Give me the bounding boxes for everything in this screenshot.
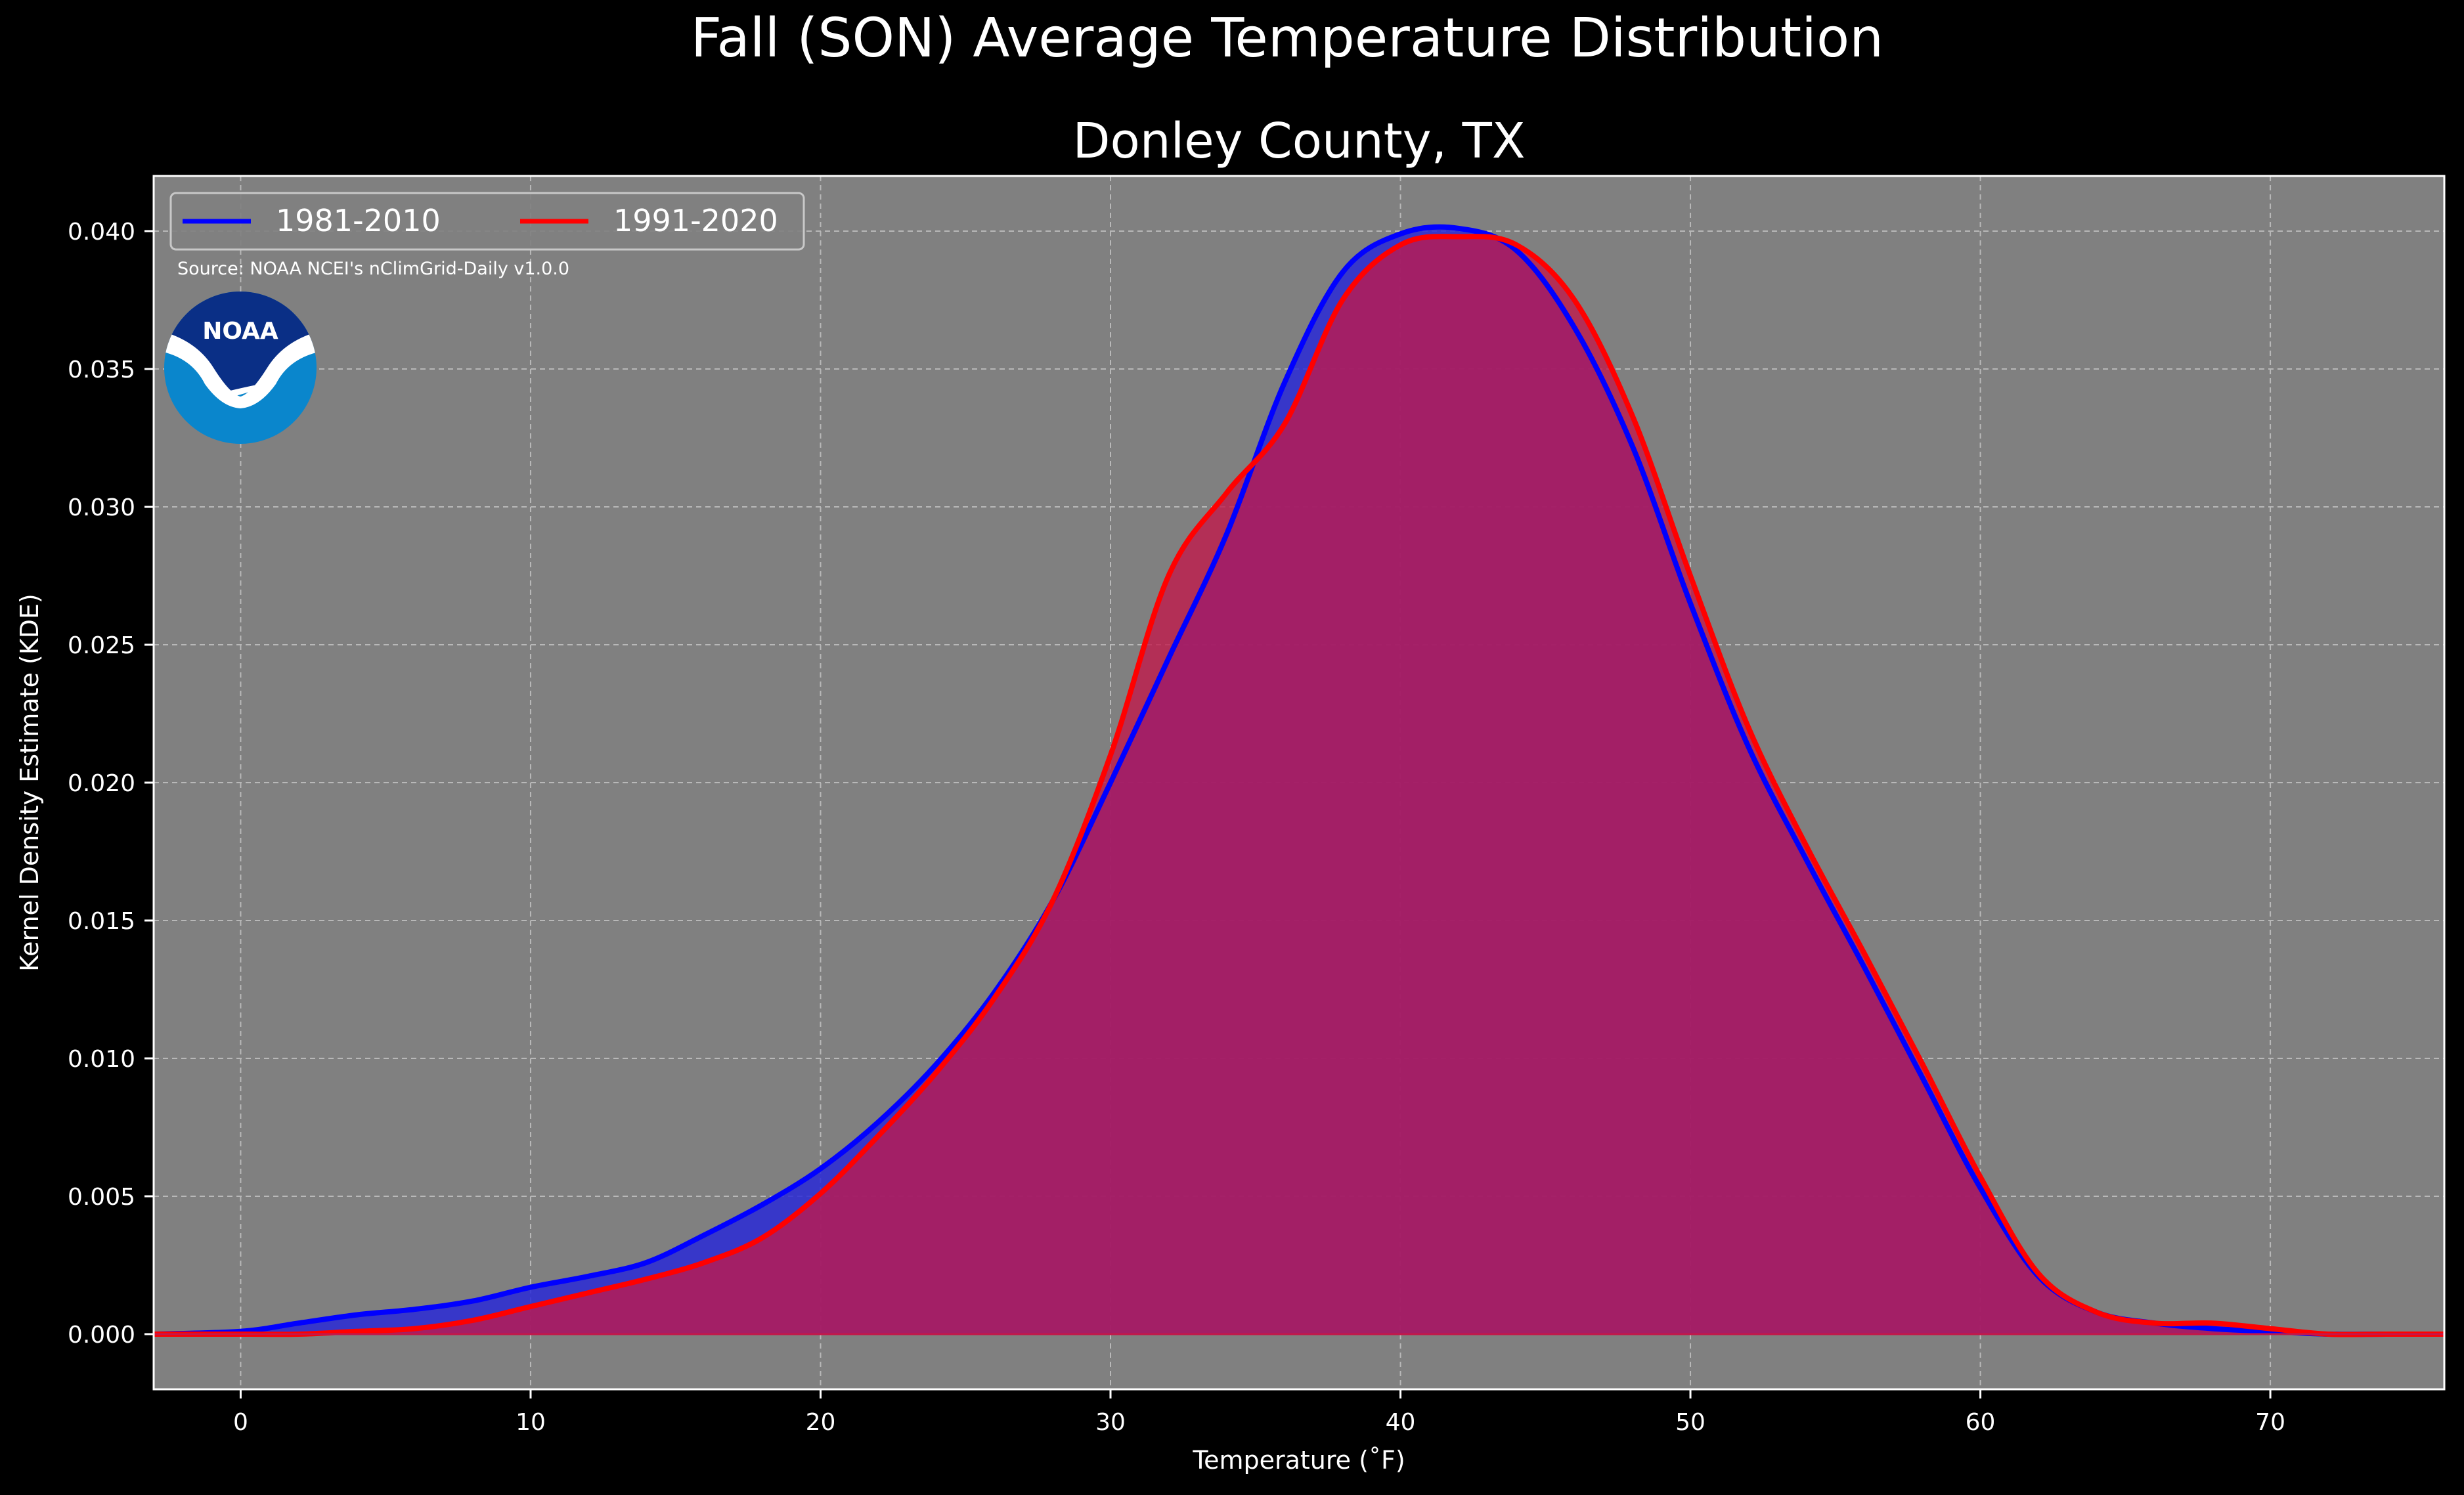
y-tick-label: 0.025: [68, 632, 135, 659]
y-tick-label: 0.010: [68, 1046, 135, 1073]
y-axis-ticks: 0.000 0.005 0.010 0.015 0.020 0.025 0.030 0.035…: [68, 219, 154, 1349]
noaa-logo-text: NOAA: [202, 318, 278, 345]
x-tick-label: 0: [233, 1409, 248, 1436]
y-tick-label: 0.040: [68, 219, 135, 246]
x-tick-label: 40: [1386, 1409, 1416, 1436]
chart-subtitle: Donley County, TX: [1072, 113, 1525, 169]
x-tick-label: 20: [806, 1409, 836, 1436]
x-tick-label: 60: [1966, 1409, 1996, 1436]
noaa-logo: NOAA: [164, 292, 317, 444]
density-areas: [154, 227, 2444, 1335]
y-tick-label: 0.030: [68, 494, 135, 521]
y-axis-label: Kernel Density Estimate (KDE): [15, 594, 44, 972]
area-1991-2020: [154, 236, 2444, 1335]
y-tick-label: 0.015: [68, 908, 135, 935]
legend: 1981-2010 1991-2020: [169, 192, 805, 251]
x-tick-label: 10: [516, 1409, 546, 1436]
source-annotation: Source: NOAA NCEI's nClimGrid-Daily v1.0…: [177, 259, 569, 279]
y-tick-label: 0.020: [68, 770, 135, 797]
legend-label-1981-2010: 1981-2010: [276, 203, 441, 238]
line-1991-2020: [154, 234, 2444, 1337]
y-tick-label: 0.035: [68, 357, 135, 383]
density-lines: [153, 224, 2444, 1337]
line-1981-2010: [153, 224, 2444, 1337]
y-tick-label: 0.005: [68, 1184, 135, 1211]
y-tick-label: 0.000: [68, 1322, 135, 1349]
legend-box: [169, 192, 805, 251]
legend-label-1991-2020: 1991-2020: [613, 203, 778, 238]
x-tick-label: 50: [1675, 1409, 1705, 1436]
plot-area: [152, 175, 2446, 1391]
x-axis-label: Temperature (˚F): [1192, 1446, 1405, 1475]
x-tick-label: 30: [1095, 1409, 1126, 1436]
chart-title: Fall (SON) Average Temperature Distribut…: [691, 7, 1883, 70]
x-axis-ticks: 0 10 20 30 40 50 60 70: [233, 1389, 2285, 1436]
x-tick-label: 70: [2255, 1409, 2285, 1436]
